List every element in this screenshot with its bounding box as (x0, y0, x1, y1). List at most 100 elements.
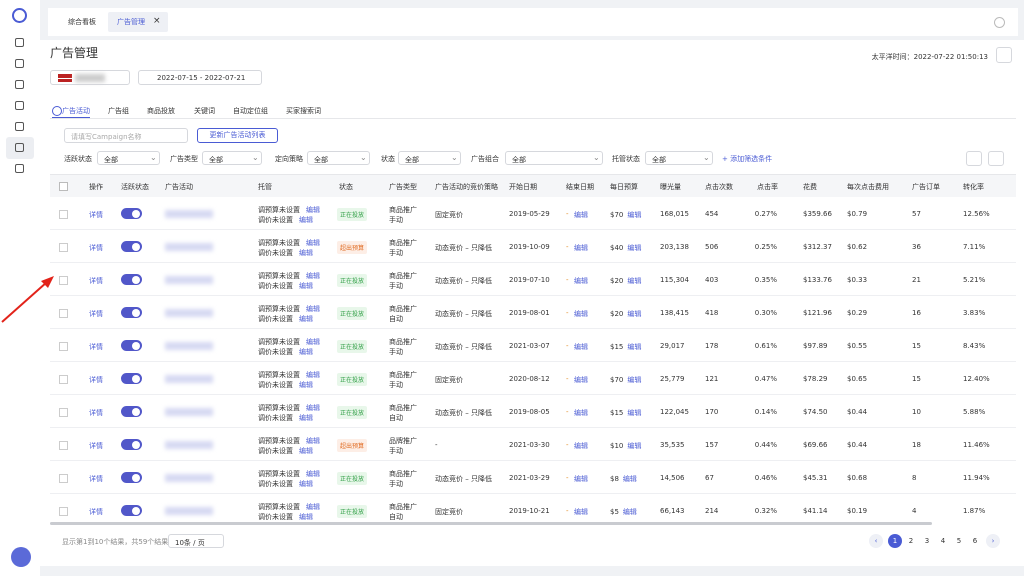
edit-link[interactable]: 编辑 (574, 310, 588, 318)
top-tab[interactable]: 综合看板 (68, 18, 96, 26)
edit-link[interactable]: 编辑 (627, 277, 642, 285)
filter-button[interactable] (988, 151, 1004, 166)
details-link[interactable]: 详情 (89, 310, 103, 318)
date-range[interactable]: 2022-07-15 - 2022-07-21 (138, 70, 262, 85)
edit-link[interactable]: 编辑 (574, 376, 588, 384)
page-button[interactable]: 2 (908, 537, 914, 545)
edit-link[interactable]: 编辑 (574, 475, 588, 483)
row-checkbox[interactable] (59, 408, 68, 417)
edit-link[interactable]: 编辑 (306, 206, 320, 214)
active-toggle[interactable] (121, 505, 142, 516)
page-button[interactable]: 5 (956, 537, 962, 545)
edit-link[interactable]: 编辑 (574, 442, 588, 450)
edit-link[interactable]: 编辑 (299, 447, 313, 455)
page-button[interactable]: 4 (940, 537, 946, 545)
active-toggle[interactable] (121, 340, 142, 351)
edit-link[interactable]: 编辑 (627, 442, 642, 450)
nav-active[interactable] (6, 137, 34, 159)
page-button[interactable]: 3 (924, 537, 930, 545)
edit-link[interactable]: 编辑 (622, 475, 637, 483)
details-link[interactable]: 详情 (89, 442, 103, 450)
settings-button[interactable] (996, 47, 1012, 63)
filter-select[interactable]: 全部 ⌄ (202, 151, 262, 165)
filter-select[interactable]: 全部 ⌄ (645, 151, 713, 165)
active-toggle[interactable] (121, 208, 142, 219)
edit-link[interactable]: 编辑 (574, 211, 588, 219)
edit-link[interactable]: 编辑 (306, 338, 320, 346)
sub-tab[interactable]: 买家搜索词 (286, 107, 321, 115)
edit-link[interactable]: 编辑 (299, 381, 313, 389)
row-checkbox[interactable] (59, 474, 68, 483)
details-link[interactable]: 详情 (89, 277, 103, 285)
active-toggle[interactable] (121, 472, 142, 483)
edit-link[interactable]: 编辑 (299, 315, 313, 323)
details-link[interactable]: 详情 (89, 475, 103, 483)
edit-link[interactable]: 编辑 (299, 282, 313, 290)
store-select[interactable] (50, 70, 130, 85)
edit-link[interactable]: 编辑 (627, 343, 642, 351)
row-checkbox[interactable] (59, 342, 68, 351)
details-link[interactable]: 详情 (89, 508, 103, 516)
edit-link[interactable]: 编辑 (306, 305, 320, 313)
active-toggle[interactable] (121, 373, 142, 384)
nav-icon[interactable] (15, 164, 24, 173)
edit-link[interactable]: 编辑 (574, 508, 588, 516)
edit-link[interactable]: 编辑 (306, 404, 320, 412)
edit-link[interactable]: 编辑 (299, 513, 313, 521)
logo[interactable] (12, 8, 27, 23)
edit-link[interactable]: 编辑 (306, 239, 320, 247)
edit-link[interactable]: 编辑 (306, 503, 320, 511)
avatar[interactable] (11, 547, 31, 567)
page-button[interactable]: 1 (888, 534, 902, 548)
refresh-button[interactable]: 更新广告活动列表 (197, 128, 278, 143)
sub-tab[interactable]: 自动定位组 (233, 107, 268, 115)
download-button[interactable] (966, 151, 982, 166)
row-checkbox[interactable] (59, 507, 68, 516)
details-link[interactable]: 详情 (89, 343, 103, 351)
active-toggle[interactable] (121, 406, 142, 417)
edit-link[interactable]: 编辑 (622, 508, 637, 516)
details-link[interactable]: 详情 (89, 244, 103, 252)
active-toggle[interactable] (121, 307, 142, 318)
details-link[interactable]: 详情 (89, 409, 103, 417)
nav-icon[interactable] (15, 38, 24, 47)
row-checkbox[interactable] (59, 375, 68, 384)
row-checkbox[interactable] (59, 243, 68, 252)
search-box[interactable]: 请填写Campaign名称 (64, 128, 188, 143)
sub-tab[interactable]: 广告活动 (62, 107, 90, 115)
top-tab-active[interactable]: 广告管理 × (108, 12, 168, 32)
edit-link[interactable]: 编辑 (627, 310, 642, 318)
nav-icon[interactable] (15, 80, 24, 89)
edit-link[interactable]: 编辑 (299, 216, 313, 224)
edit-link[interactable]: 编辑 (574, 277, 588, 285)
sub-tab[interactable]: 关键词 (194, 107, 215, 115)
help-icon[interactable] (994, 17, 1005, 28)
edit-link[interactable]: 编辑 (627, 409, 642, 417)
edit-link[interactable]: 编辑 (299, 414, 313, 422)
row-checkbox[interactable] (59, 210, 68, 219)
edit-link[interactable]: 编辑 (299, 249, 313, 257)
next-page[interactable]: › (986, 534, 1000, 548)
row-checkbox[interactable] (59, 309, 68, 318)
prev-page[interactable]: ‹ (869, 534, 883, 548)
edit-link[interactable]: 编辑 (306, 470, 320, 478)
header-checkbox[interactable] (59, 182, 68, 191)
page-size-select[interactable]: 10条 / 页 (168, 534, 224, 548)
edit-link[interactable]: 编辑 (574, 343, 588, 351)
sub-tab[interactable]: 商品投放 (147, 107, 175, 115)
add-filter[interactable]: + 添加筛选条件 (722, 155, 773, 163)
edit-link[interactable]: 编辑 (306, 371, 320, 379)
filter-select[interactable]: 全部 ⌄ (505, 151, 603, 165)
nav-icon[interactable] (15, 122, 24, 131)
edit-link[interactable]: 编辑 (299, 480, 313, 488)
active-toggle[interactable] (121, 439, 142, 450)
active-toggle[interactable] (121, 241, 142, 252)
edit-link[interactable]: 编辑 (306, 272, 320, 280)
edit-link[interactable]: 编辑 (627, 211, 642, 219)
filter-select[interactable]: 全部 ⌄ (307, 151, 370, 165)
page-button[interactable]: 6 (972, 537, 978, 545)
filter-select[interactable]: 全部 ⌄ (97, 151, 160, 165)
row-checkbox[interactable] (59, 276, 68, 285)
sub-tab[interactable]: 广告组 (108, 107, 129, 115)
edit-link[interactable]: 编辑 (299, 348, 313, 356)
